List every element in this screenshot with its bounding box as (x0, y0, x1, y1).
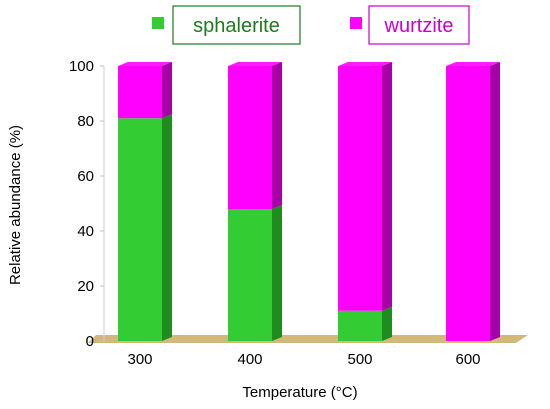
bar-wurtzite-300 (118, 62, 172, 119)
bar-wurtzite-500 (338, 62, 392, 311)
bar-side (382, 62, 392, 311)
bar-front (118, 118, 162, 341)
bar-sphalerite-400 (228, 205, 282, 341)
y-axis: 0 20 40 60 80 100 (69, 58, 105, 350)
bar-top-600 (446, 62, 500, 66)
bar-sphalerite-300 (118, 114, 172, 341)
bar-side (490, 62, 500, 341)
bar-front (446, 66, 490, 341)
y-tick-label: 60 (77, 168, 94, 185)
floor-plane (88, 335, 528, 343)
bar-front (228, 209, 272, 341)
y-tick-label: 0 (86, 333, 94, 350)
y-tick-label: 100 (69, 58, 94, 75)
bar-front (118, 66, 162, 119)
bar-side (272, 62, 282, 209)
x-axis-ticks: 300 400 500 600 (127, 351, 480, 368)
legend: sphalerite wurtzite (152, 5, 470, 45)
bar-front (338, 66, 382, 311)
x-tick-label: 400 (237, 351, 262, 368)
legend-swatch-sphalerite (152, 17, 164, 29)
y-tick-label: 80 (77, 113, 94, 130)
x-tick-label: 600 (455, 351, 480, 368)
legend-label-sphalerite: sphalerite (193, 15, 280, 37)
y-axis-title: Relative abundance (%) (7, 125, 24, 285)
bar-top-400 (228, 62, 282, 66)
bar-wurtzite-400 (228, 62, 282, 209)
bar-side (162, 114, 172, 341)
bar-side (382, 306, 392, 341)
x-tick-label: 500 (347, 351, 372, 368)
x-axis-title: Temperature (°C) (242, 384, 357, 401)
bar-wurtzite-600 (446, 62, 500, 341)
bars (118, 62, 500, 341)
bar-sphalerite-500 (338, 306, 392, 341)
y-tick-label: 40 (77, 223, 94, 240)
bar-top-500 (338, 62, 392, 66)
legend-swatch-wurtzite (350, 17, 362, 29)
legend-label-wurtzite: wurtzite (384, 15, 454, 37)
bar-front (338, 310, 382, 341)
bar-top-300 (118, 62, 172, 66)
legend-box-wurtzite (368, 5, 470, 45)
y-tick-label: 20 (77, 278, 94, 295)
x-tick-label: 300 (127, 351, 152, 368)
bar-side (272, 205, 282, 341)
chart-floor (88, 335, 528, 343)
bar-side (162, 62, 172, 119)
legend-box-sphalerite (172, 5, 301, 45)
bar-front (228, 66, 272, 209)
